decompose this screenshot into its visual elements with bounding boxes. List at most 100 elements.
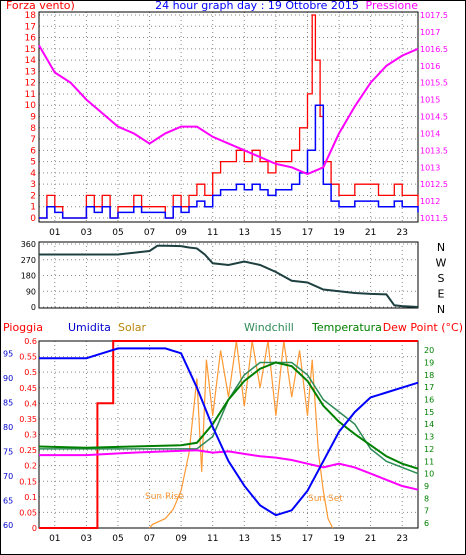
temperature-tick-label: 17 xyxy=(424,383,434,392)
rain-tick-label: 0.2 xyxy=(24,462,37,471)
temperature-line xyxy=(38,361,419,470)
rain-tick-label: 0.4 xyxy=(24,399,37,408)
chart-title: 24 hour graph day : 19 Ottobre 2015 xyxy=(155,0,359,12)
humidity-tick-label: 70 xyxy=(3,472,13,481)
y-tick-label: 15 xyxy=(25,45,36,55)
x-tick-label: 07 xyxy=(144,228,155,238)
rain-tick-label: 0.6 xyxy=(24,337,37,346)
rain-tick-label: 0 xyxy=(32,524,37,533)
x-tick-label: 03 xyxy=(81,228,92,238)
y-tick-label: 2 xyxy=(30,191,36,201)
humidity-tick-label: 65 xyxy=(3,496,13,505)
y-tick-label: 17 xyxy=(25,22,36,32)
temperature-tick-label: 13 xyxy=(424,433,434,442)
legend-humidity: Umidita xyxy=(68,321,111,334)
x-tick-label: 09 xyxy=(175,228,187,238)
rain-tick-label: 0.1 xyxy=(24,493,37,502)
y-tick-label: 11 xyxy=(25,90,36,100)
y-tick-label: 9 xyxy=(30,113,36,123)
y-tick-label: 4 xyxy=(30,169,36,179)
temperature-tick-label: 15 xyxy=(424,408,434,417)
y-tick-label: 16 xyxy=(25,34,37,44)
x-tick-label: 03 xyxy=(81,534,92,544)
x-tick-label: 23 xyxy=(396,228,407,238)
temperature-tick-label: 18 xyxy=(424,371,434,380)
compass-label: N xyxy=(437,303,445,316)
y-tick-label: 14 xyxy=(25,56,37,66)
wind-speed-line xyxy=(39,104,419,219)
x-tick-label: 01 xyxy=(49,534,60,544)
legend-windchill: Windchill xyxy=(244,321,294,334)
solar-line xyxy=(149,340,334,529)
rain-tick-label: 0.3 xyxy=(24,431,37,440)
x-tick-label: 17 xyxy=(302,228,313,238)
direction-tick-label: 90 xyxy=(26,287,36,296)
wind-gust-line xyxy=(39,14,419,219)
humidity-tick-label: 85 xyxy=(3,398,13,407)
sun-set-label: Sun Set xyxy=(308,494,343,504)
x-tick-label: 21 xyxy=(365,534,376,544)
temperature-tick-label: 9 xyxy=(424,482,429,491)
rain-tick-label: 0.55 xyxy=(19,353,37,362)
temperature-tick-label: 8 xyxy=(424,494,429,503)
x-tick-label: 05 xyxy=(112,228,123,238)
pressure-tick-label: 1012.5 xyxy=(420,180,448,189)
rain-tick-label: 0.15 xyxy=(19,477,37,486)
humidity-tick-label: 75 xyxy=(3,447,13,456)
direction-tick-label: 180 xyxy=(21,272,36,281)
pressure-tick-label: 1014.5 xyxy=(420,113,448,122)
y-tick-label: 8 xyxy=(30,124,36,134)
rain-line xyxy=(39,340,418,529)
compass-label: W xyxy=(436,257,447,270)
humidity-line xyxy=(39,347,419,517)
rain-tick-label: 0.35 xyxy=(19,415,37,424)
compass-label: N xyxy=(437,241,445,254)
y-tick-label: 10 xyxy=(25,101,37,111)
pressure-tick-label: 1014 xyxy=(420,129,440,138)
y-tick-label: 7 xyxy=(30,135,36,145)
direction-tick-label: 0 xyxy=(31,303,36,312)
pressure-tick-label: 1015 xyxy=(420,96,440,105)
pressure-tick-label: 1017.5 xyxy=(420,11,448,20)
temperature-tick-label: 12 xyxy=(424,445,434,454)
humidity-tick-label: 80 xyxy=(3,423,13,432)
pressure-tick-label: 1017 xyxy=(420,28,440,37)
x-tick-label: 05 xyxy=(112,534,123,544)
y-tick-label: 0 xyxy=(30,214,36,224)
legend-temperature: Temperatura xyxy=(311,321,382,334)
humidity-tick-label: 95 xyxy=(3,349,13,358)
y-tick-label: 18 xyxy=(25,11,37,21)
pressure-tick-label: 1016 xyxy=(420,62,440,71)
x-tick-label: 15 xyxy=(270,534,281,544)
pressure-tick-label: 1012 xyxy=(420,197,440,206)
direction-tick-label: 270 xyxy=(21,256,36,265)
x-tick-label: 11 xyxy=(207,228,218,238)
y-tick-label: 1 xyxy=(30,203,36,213)
x-tick-label: 11 xyxy=(207,534,218,544)
x-tick-label: 19 xyxy=(333,534,345,544)
pressure-line xyxy=(38,44,419,176)
legend-solar: Solar xyxy=(118,321,147,334)
rain-tick-label: 0.5 xyxy=(24,368,37,377)
legend-rain: Pioggia xyxy=(3,321,43,334)
humidity-tick-label: 90 xyxy=(3,374,13,383)
x-tick-label: 19 xyxy=(333,228,345,238)
pressure-tick-label: 1016.5 xyxy=(420,45,448,54)
temperature-tick-label: 7 xyxy=(424,507,429,516)
temperature-tick-label: 10 xyxy=(424,470,434,479)
panel-frame xyxy=(38,11,419,223)
rain-tick-label: 0.45 xyxy=(19,384,37,393)
direction-tick-label: 360 xyxy=(21,240,36,249)
x-tick-label: 07 xyxy=(144,534,155,544)
temperature-tick-label: 16 xyxy=(424,396,434,405)
y-tick-label: 13 xyxy=(25,67,36,77)
x-tick-label: 01 xyxy=(49,228,60,238)
temperature-tick-label: 6 xyxy=(424,519,429,528)
dewpoint-line xyxy=(39,449,419,491)
pressure-tick-label: 1013 xyxy=(420,163,440,172)
windchill-line xyxy=(39,361,419,475)
x-tick-label: 23 xyxy=(396,534,407,544)
temperature-tick-label: 14 xyxy=(424,420,434,429)
x-tick-label: 13 xyxy=(239,534,250,544)
